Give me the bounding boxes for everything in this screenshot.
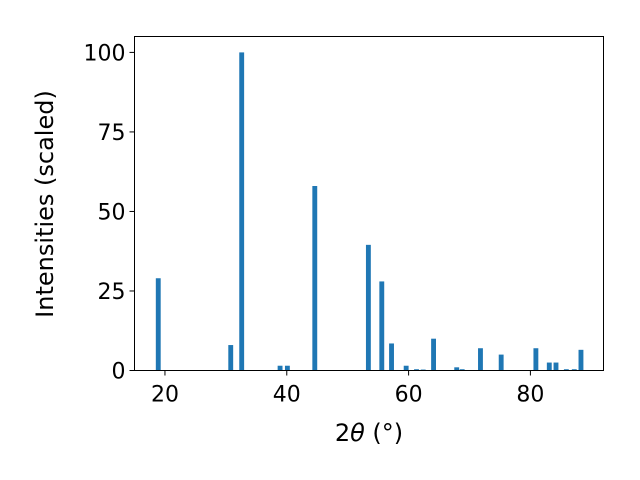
bar-22	[578, 349, 584, 371]
x-axis: 20 40 60 80	[151, 370, 544, 408]
x-axis-label-theta: θ	[350, 419, 365, 447]
bar-5	[312, 186, 318, 371]
bar-8	[389, 343, 394, 371]
bar-13	[454, 367, 460, 371]
y-tick-label-3: 75	[98, 121, 126, 146]
bar-0	[155, 278, 161, 371]
bar-16	[498, 354, 504, 371]
bar-15	[478, 348, 483, 371]
x-tick-label-3: 80	[516, 383, 544, 408]
x-axis-label-unit: (°)	[365, 419, 403, 447]
bar-1	[228, 345, 234, 371]
bar-19	[553, 362, 559, 371]
bar-9	[403, 365, 409, 371]
bar-4	[284, 365, 290, 371]
bar-10	[414, 369, 419, 371]
y-axis: 0 25 50 75 100	[84, 41, 135, 385]
bar-18	[546, 362, 552, 371]
x-tick-label-0: 20	[151, 383, 179, 408]
y-tick-label-2: 50	[98, 200, 126, 225]
bar-12	[431, 338, 436, 371]
bar-20	[563, 369, 569, 371]
x-tick-label-2: 60	[395, 383, 423, 408]
x-axis-label-prefix: 2	[335, 419, 350, 447]
bar-14	[459, 369, 465, 371]
y-tick-label-4: 100	[84, 41, 126, 66]
bar-group	[155, 52, 584, 371]
x-tick-label-1: 40	[273, 383, 301, 408]
y-tick-label-1: 25	[98, 280, 126, 305]
x-axis-label: 2θ (°)	[335, 419, 403, 447]
bar-21	[571, 369, 577, 371]
bar-7	[379, 281, 385, 371]
bar-2	[239, 52, 245, 371]
plot-frame	[134, 36, 604, 371]
bar-6	[365, 244, 371, 371]
y-axis-label: Intensities (scaled)	[31, 90, 59, 318]
y-tick-label-0: 0	[112, 360, 126, 385]
bar-17	[533, 348, 539, 371]
bar-3	[277, 365, 283, 371]
